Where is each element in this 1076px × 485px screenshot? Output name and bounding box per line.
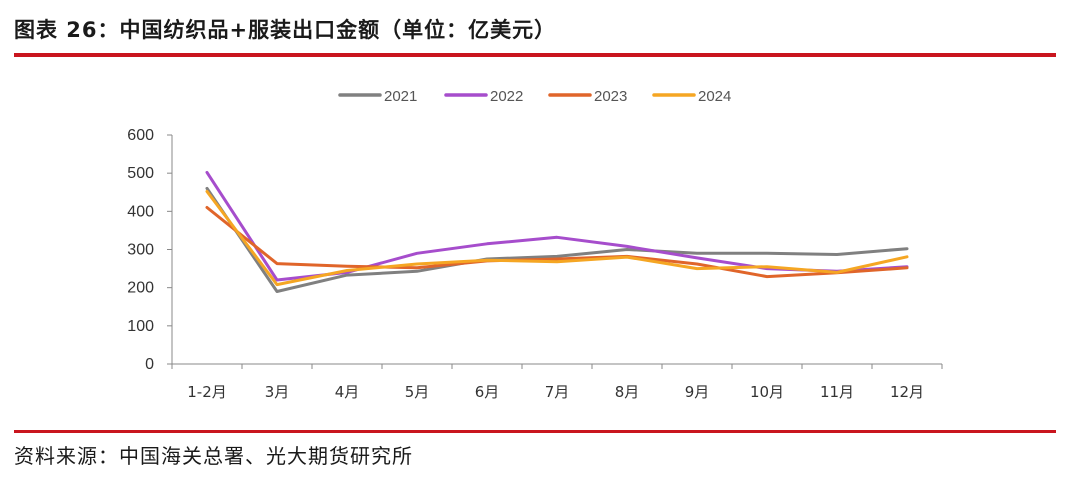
legend-label-2023: 2023 — [594, 88, 627, 105]
chart-legend: 2021 2022 2023 2024 — [338, 88, 731, 105]
x-tick-label: 12月 — [890, 383, 924, 401]
source-note: 资料来源：中国海关总署、光大期货研究所 — [14, 444, 413, 468]
y-tick-label: 200 — [127, 280, 154, 297]
x-tick-label: 11月 — [820, 383, 854, 401]
x-tick-label: 1-2月 — [187, 383, 227, 401]
y-tick-label: 300 — [127, 242, 154, 259]
series-line-2021 — [205, 186, 909, 293]
x-tick-label: 7月 — [545, 383, 570, 401]
x-tick-label: 6月 — [475, 383, 500, 401]
legend-label-2021: 2021 — [384, 88, 417, 105]
y-tick-label: 400 — [127, 203, 154, 220]
chart-title: 图表 26：中国纺织品+服装出口金额（单位：亿美元） — [14, 18, 557, 42]
x-tick-label: 4月 — [335, 383, 360, 401]
x-tick-label: 10月 — [750, 383, 784, 401]
x-tick-label: 3月 — [265, 383, 290, 401]
x-tick-label: 9月 — [685, 383, 710, 401]
title-divider — [14, 53, 1056, 57]
y-tick-label: 600 — [127, 127, 154, 144]
footer-divider — [14, 430, 1056, 433]
legend-label-2022: 2022 — [490, 88, 523, 105]
chart-series — [205, 170, 909, 293]
x-tick-label: 8月 — [615, 383, 640, 401]
series-line-2023 — [205, 206, 909, 279]
y-tick-label: 0 — [145, 356, 154, 373]
chart-axes: 0 100 200 300 400 500 600 1-2月 3月 4月 5月 6月 7月 8月 9月 10月… — [127, 127, 943, 401]
y-tick-label: 100 — [127, 318, 154, 335]
series-line-2024 — [205, 190, 909, 287]
x-tick-label: 5月 — [405, 383, 430, 401]
legend-label-2024: 2024 — [698, 88, 731, 105]
y-tick-label: 500 — [127, 165, 154, 182]
